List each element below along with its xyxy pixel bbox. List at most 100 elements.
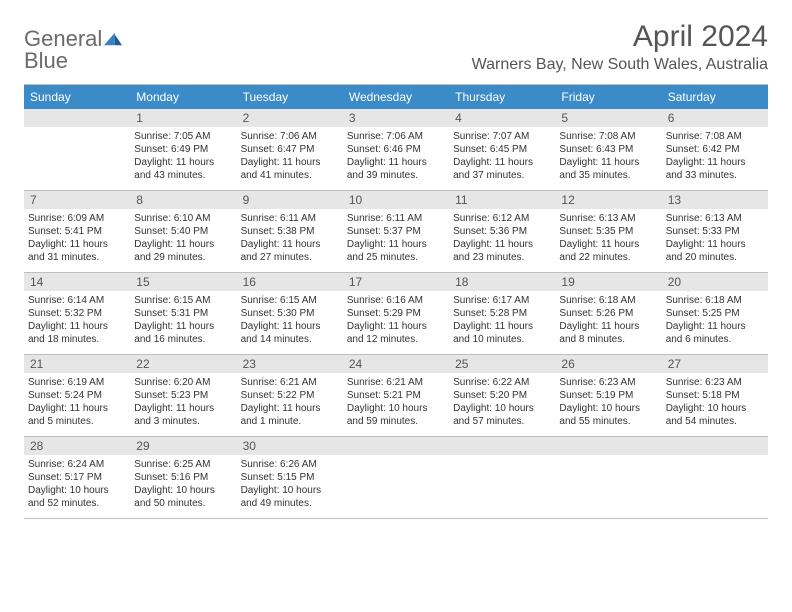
day-cell-line: Sunrise: 7:07 AM: [453, 130, 551, 143]
day-cell-line: Daylight: 10 hours and 59 minutes.: [347, 402, 445, 428]
day-cell-line: Daylight: 10 hours and 55 minutes.: [559, 402, 657, 428]
day-number: 17: [343, 273, 449, 291]
day-number: 26: [555, 355, 661, 373]
day-cell: Sunrise: 6:20 AMSunset: 5:23 PMDaylight:…: [130, 373, 236, 436]
day-cell-line: Sunset: 5:29 PM: [347, 307, 445, 320]
day-cell: Sunrise: 6:15 AMSunset: 5:31 PMDaylight:…: [130, 291, 236, 354]
day-cell: Sunrise: 6:26 AMSunset: 5:15 PMDaylight:…: [237, 455, 343, 518]
day-number: [449, 437, 555, 455]
day-cell-line: Sunrise: 6:11 AM: [241, 212, 339, 225]
day-cell-line: Sunset: 5:15 PM: [241, 471, 339, 484]
day-cell-line: Sunset: 5:25 PM: [666, 307, 764, 320]
day-number: 19: [555, 273, 661, 291]
day-number: 10: [343, 191, 449, 209]
day-cell: Sunrise: 7:06 AMSunset: 6:47 PMDaylight:…: [237, 127, 343, 190]
day-cell-line: Daylight: 11 hours and 12 minutes.: [347, 320, 445, 346]
day-cell-line: Sunrise: 6:23 AM: [666, 376, 764, 389]
day-cell-line: Sunrise: 6:15 AM: [134, 294, 232, 307]
day-cell-line: Daylight: 11 hours and 20 minutes.: [666, 238, 764, 264]
calendar-grid: Sunday Monday Tuesday Wednesday Thursday…: [24, 84, 768, 519]
day-cell-line: Daylight: 11 hours and 35 minutes.: [559, 156, 657, 182]
day-cell-line: Daylight: 10 hours and 52 minutes.: [28, 484, 126, 510]
day-cell-line: Sunrise: 7:08 AM: [559, 130, 657, 143]
month-title: April 2024: [472, 20, 768, 54]
day-cell: Sunrise: 6:25 AMSunset: 5:16 PMDaylight:…: [130, 455, 236, 518]
day-cell: Sunrise: 6:23 AMSunset: 5:19 PMDaylight:…: [555, 373, 661, 436]
day-number: 23: [237, 355, 343, 373]
day-cell-line: Sunrise: 6:25 AM: [134, 458, 232, 471]
day-cell-line: Sunset: 5:24 PM: [28, 389, 126, 402]
day-number: [555, 437, 661, 455]
day-cell-line: Daylight: 11 hours and 5 minutes.: [28, 402, 126, 428]
day-cell-line: Daylight: 11 hours and 6 minutes.: [666, 320, 764, 346]
day-cell-line: Sunset: 5:32 PM: [28, 307, 126, 320]
day-number: 4: [449, 109, 555, 127]
day-cell-line: Sunset: 5:30 PM: [241, 307, 339, 320]
day-cell-line: Sunset: 5:18 PM: [666, 389, 764, 402]
day-cell-line: Sunset: 5:21 PM: [347, 389, 445, 402]
day-cell-line: Sunrise: 6:21 AM: [347, 376, 445, 389]
day-cell-line: Sunrise: 6:23 AM: [559, 376, 657, 389]
day-cell-line: Daylight: 11 hours and 22 minutes.: [559, 238, 657, 264]
day-cell: Sunrise: 6:11 AMSunset: 5:37 PMDaylight:…: [343, 209, 449, 272]
day-number: 14: [24, 273, 130, 291]
day-cell-line: Sunset: 5:20 PM: [453, 389, 551, 402]
day-cell-line: Sunset: 5:23 PM: [134, 389, 232, 402]
day-cell-line: Daylight: 11 hours and 14 minutes.: [241, 320, 339, 346]
day-number: [24, 109, 130, 127]
day-number: 7: [24, 191, 130, 209]
day-cell-line: Daylight: 11 hours and 39 minutes.: [347, 156, 445, 182]
day-cell: Sunrise: 7:08 AMSunset: 6:42 PMDaylight:…: [662, 127, 768, 190]
day-cell-line: Sunrise: 7:06 AM: [241, 130, 339, 143]
day-cell-line: Daylight: 11 hours and 37 minutes.: [453, 156, 551, 182]
day-cell-line: Sunset: 5:40 PM: [134, 225, 232, 238]
day-cell-line: Daylight: 11 hours and 18 minutes.: [28, 320, 126, 346]
day-cell-line: Daylight: 11 hours and 3 minutes.: [134, 402, 232, 428]
day-cell-line: Daylight: 11 hours and 31 minutes.: [28, 238, 126, 264]
day-cell-line: Sunrise: 7:06 AM: [347, 130, 445, 143]
day-cell-line: Daylight: 10 hours and 49 minutes.: [241, 484, 339, 510]
day-cell-line: Sunrise: 6:09 AM: [28, 212, 126, 225]
dow-friday: Friday: [555, 85, 661, 109]
day-cell-line: Sunrise: 6:13 AM: [666, 212, 764, 225]
daynum-row: 14151617181920: [24, 273, 768, 291]
day-cell-line: Daylight: 10 hours and 54 minutes.: [666, 402, 764, 428]
day-cell-line: Sunrise: 6:18 AM: [559, 294, 657, 307]
location-text: Warners Bay, New South Wales, Australia: [472, 56, 768, 74]
day-cell-line: Sunrise: 6:19 AM: [28, 376, 126, 389]
day-cell-line: Daylight: 11 hours and 41 minutes.: [241, 156, 339, 182]
day-cell-line: Sunrise: 6:20 AM: [134, 376, 232, 389]
dow-sunday: Sunday: [24, 85, 130, 109]
dow-saturday: Saturday: [662, 85, 768, 109]
dow-thursday: Thursday: [449, 85, 555, 109]
dow-wednesday: Wednesday: [343, 85, 449, 109]
day-cell-line: Sunset: 6:43 PM: [559, 143, 657, 156]
day-cell: Sunrise: 6:17 AMSunset: 5:28 PMDaylight:…: [449, 291, 555, 354]
day-cell: [555, 455, 661, 518]
day-number: 15: [130, 273, 236, 291]
day-cell: Sunrise: 6:21 AMSunset: 5:21 PMDaylight:…: [343, 373, 449, 436]
week-row: Sunrise: 7:05 AMSunset: 6:49 PMDaylight:…: [24, 127, 768, 191]
day-of-week-header: Sunday Monday Tuesday Wednesday Thursday…: [24, 85, 768, 109]
day-cell-line: Sunset: 5:28 PM: [453, 307, 551, 320]
week-row: Sunrise: 6:24 AMSunset: 5:17 PMDaylight:…: [24, 455, 768, 519]
day-cell: Sunrise: 6:14 AMSunset: 5:32 PMDaylight:…: [24, 291, 130, 354]
day-number: [343, 437, 449, 455]
day-cell-line: Sunrise: 6:17 AM: [453, 294, 551, 307]
day-number: 27: [662, 355, 768, 373]
page-header: General April 2024 Warners Bay, New Sout…: [24, 20, 768, 74]
day-cell: Sunrise: 6:23 AMSunset: 5:18 PMDaylight:…: [662, 373, 768, 436]
day-cell: Sunrise: 7:08 AMSunset: 6:43 PMDaylight:…: [555, 127, 661, 190]
logo-text-blue: Blue: [24, 48, 68, 73]
logo-blue-wrap: Blue: [24, 48, 68, 74]
day-cell: Sunrise: 6:21 AMSunset: 5:22 PMDaylight:…: [237, 373, 343, 436]
day-number: 18: [449, 273, 555, 291]
day-cell-line: Daylight: 11 hours and 10 minutes.: [453, 320, 551, 346]
day-cell: Sunrise: 6:24 AMSunset: 5:17 PMDaylight:…: [24, 455, 130, 518]
day-cell: Sunrise: 6:19 AMSunset: 5:24 PMDaylight:…: [24, 373, 130, 436]
week-row: Sunrise: 6:19 AMSunset: 5:24 PMDaylight:…: [24, 373, 768, 437]
day-cell-line: Sunrise: 6:22 AM: [453, 376, 551, 389]
day-cell: Sunrise: 6:10 AMSunset: 5:40 PMDaylight:…: [130, 209, 236, 272]
day-cell-line: Sunset: 6:45 PM: [453, 143, 551, 156]
day-cell-line: Daylight: 11 hours and 33 minutes.: [666, 156, 764, 182]
